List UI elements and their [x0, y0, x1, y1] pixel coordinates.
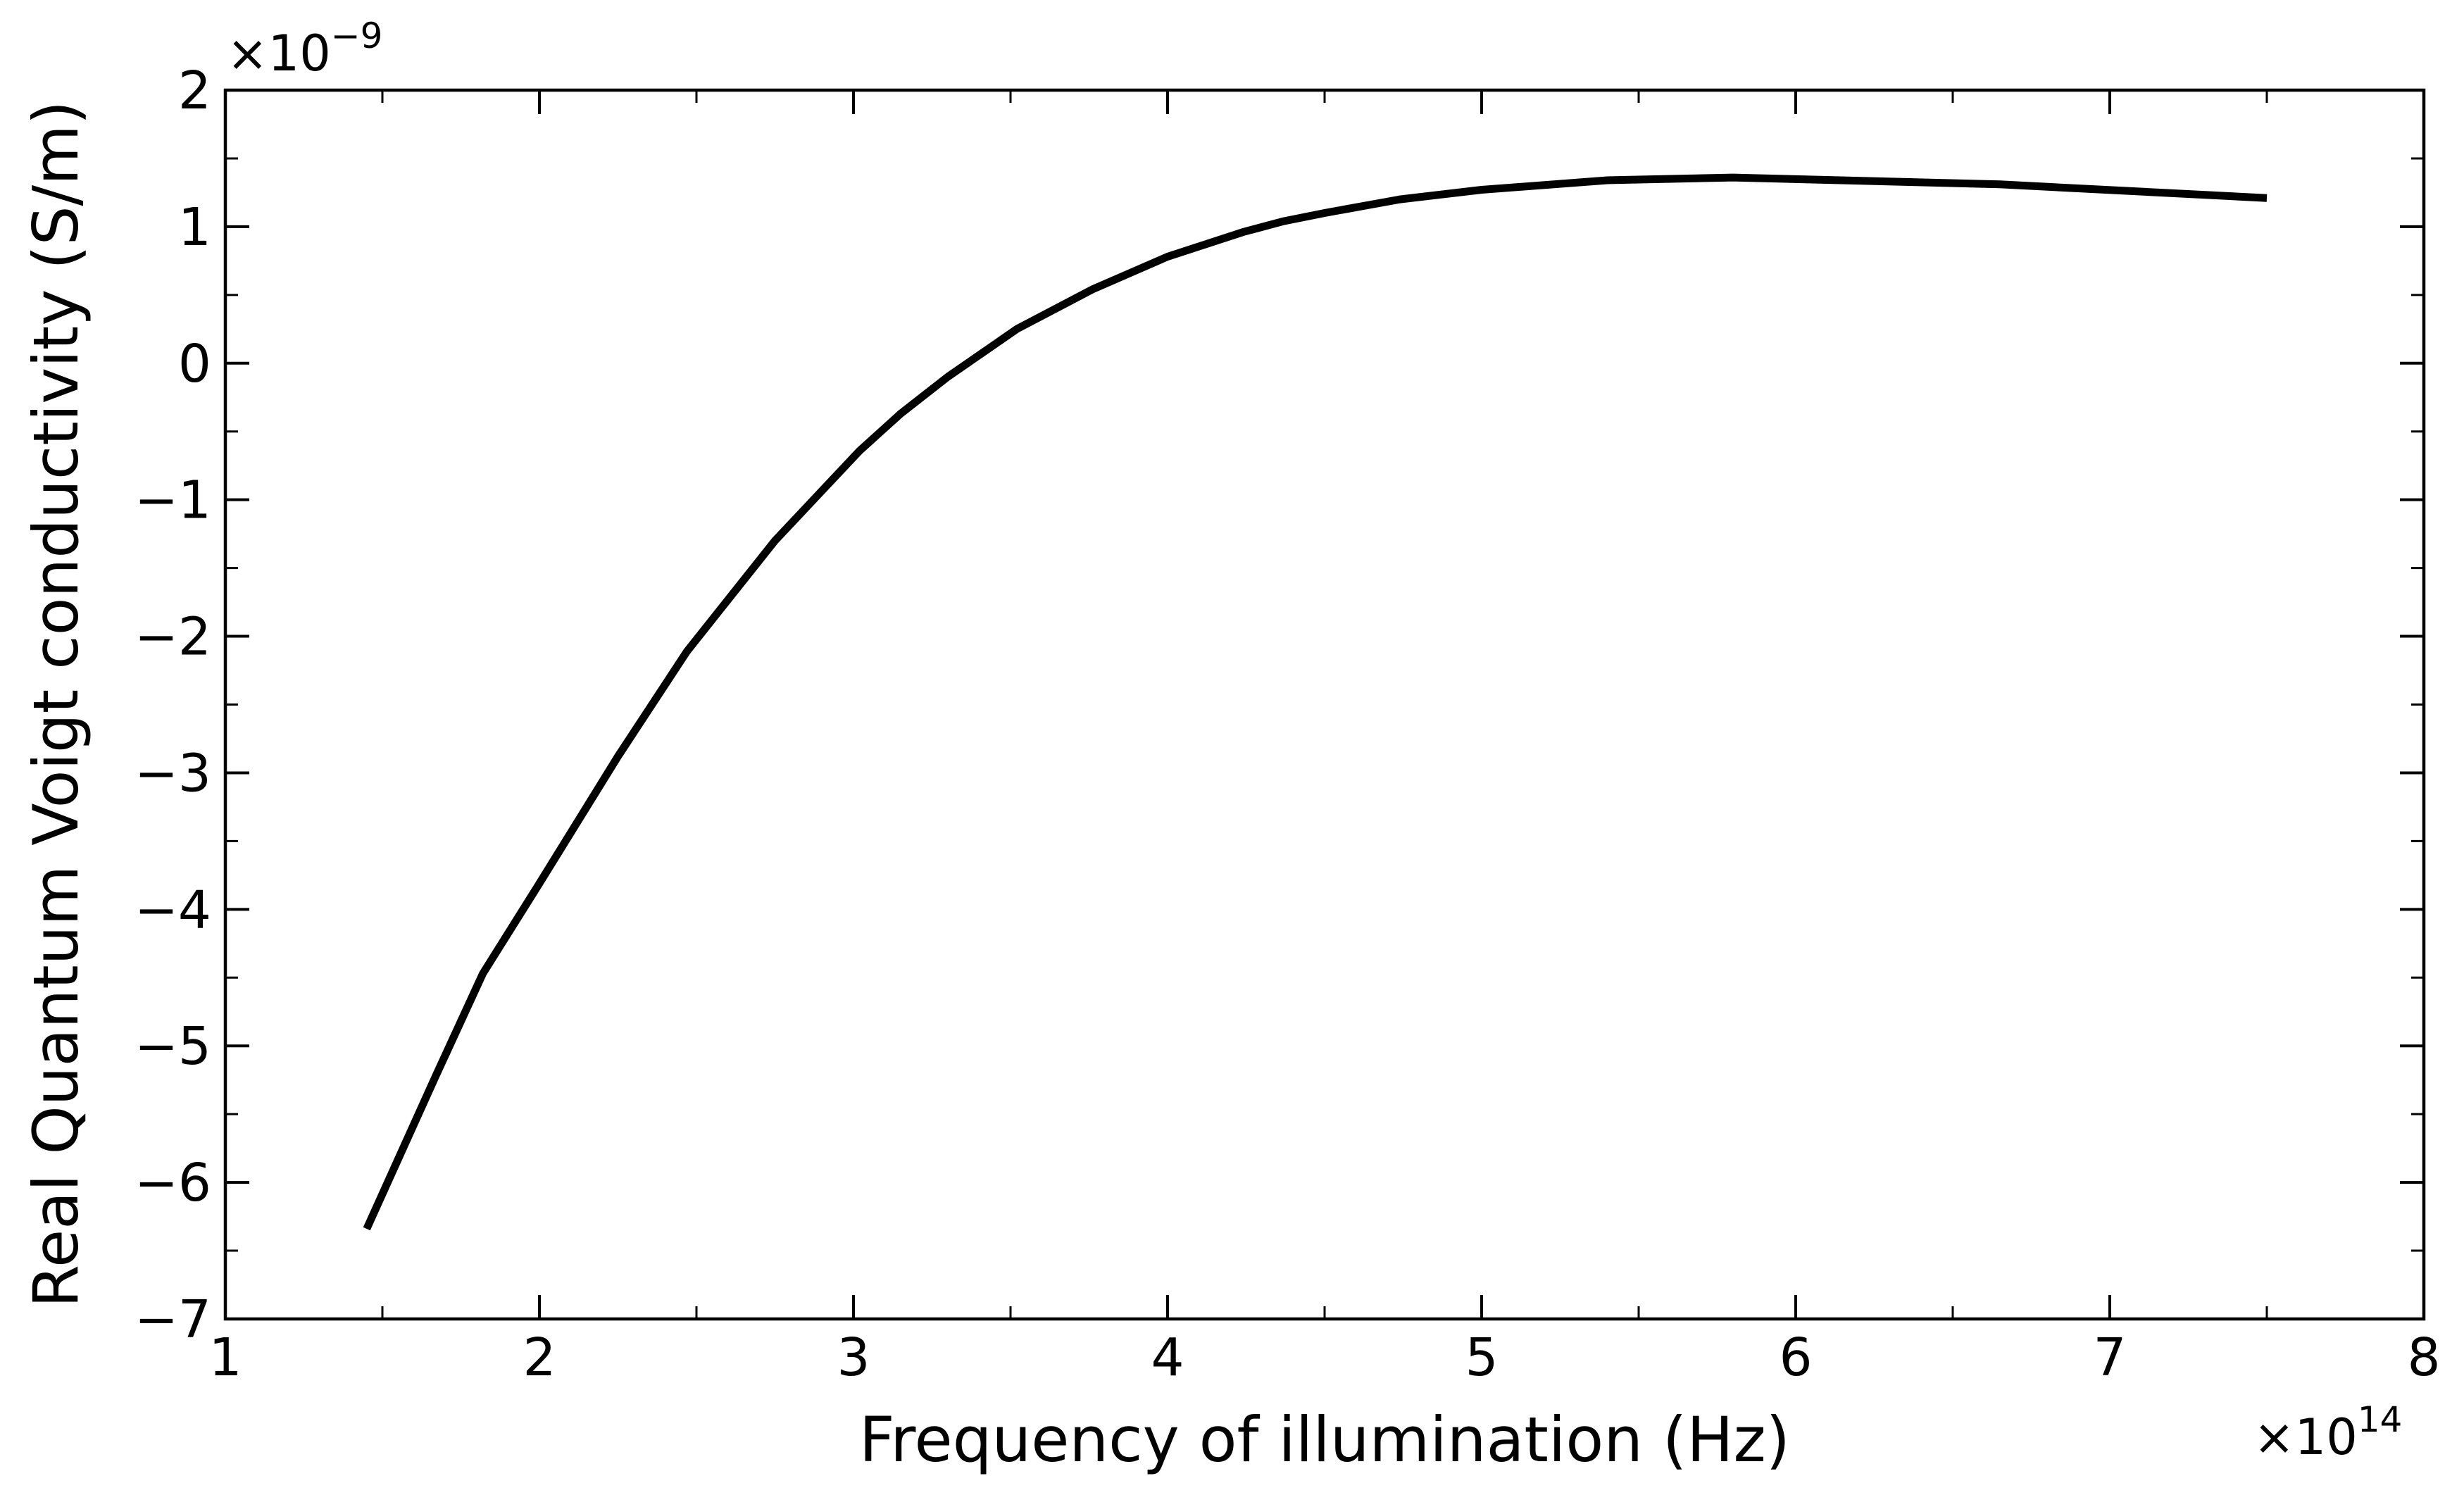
series-layer	[363, 173, 2268, 1231]
series-line	[363, 173, 2268, 1231]
y-tick-label: −1	[135, 470, 211, 531]
y-tick-label: −6	[135, 1153, 211, 1213]
x-tick-label: 4	[1151, 1327, 1184, 1388]
y-tick-label: −4	[135, 880, 211, 940]
x-tick-label: 1	[208, 1327, 242, 1388]
plot-frame	[223, 88, 2426, 1321]
y-tick-label: 2	[178, 61, 211, 121]
x-tick-label: 7	[2093, 1327, 2126, 1388]
y-tick-label: −3	[135, 743, 211, 803]
x-axis-multiplier: ×1014	[2253, 1399, 2402, 1466]
x-axis-label: Frequency of illumination (Hz)	[859, 1403, 1790, 1476]
y-tick-label: −5	[135, 1016, 211, 1077]
tick-marks	[224, 89, 2425, 1320]
x-tick-label: 2	[523, 1327, 556, 1388]
x-tick-label: 5	[1465, 1327, 1498, 1388]
x-tick-label: 6	[1779, 1327, 1812, 1388]
x-tick-label: 3	[837, 1327, 870, 1388]
x-multiplier-base: ×10	[2253, 1408, 2358, 1466]
y-multiplier-base: ×10	[227, 25, 331, 82]
y-tick-label: −2	[135, 607, 211, 668]
y-multiplier-exponent: −9	[331, 15, 383, 56]
y-tick-label: 1	[178, 197, 211, 258]
tick-labels: 1 2 3 4 5 6 7 8 2 1 0 −1 −2 −3 −4 −5 −6 −7	[135, 61, 2441, 1388]
y-axis-multiplier: ×10−9	[227, 15, 382, 82]
x-multiplier-exponent: 14	[2358, 1399, 2403, 1440]
y-tick-label: −7	[135, 1289, 211, 1350]
y-axis-label: Real Quantum Voigt conductivity (S/m)	[20, 101, 92, 1308]
x-tick-label: 8	[2407, 1327, 2440, 1388]
y-tick-label: 0	[178, 334, 211, 394]
